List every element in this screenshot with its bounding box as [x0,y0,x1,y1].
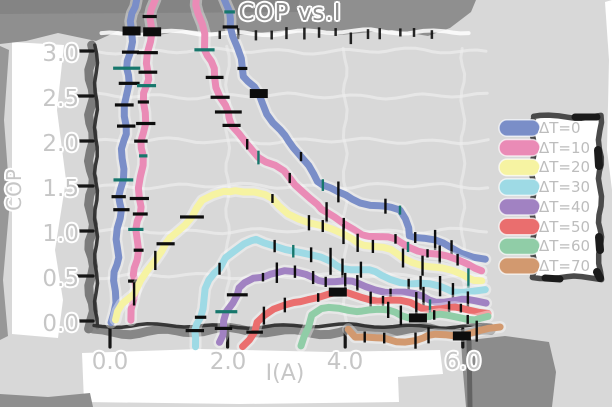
legend-label-dt0: ΔT=0 [539,119,581,137]
x-tick-label: 2.0 [209,349,247,375]
y-tick-label: 1.0 [42,221,79,247]
legend-label-dt20: ΔT=20 [539,158,591,177]
x-axis-label: I(A) [265,361,305,386]
x-tick-label: 6.0 [444,349,482,375]
y-tick-label: 1.5 [42,176,79,202]
legend-label-dt30: ΔT=30 [539,178,591,197]
legend-label-dt60: ΔT=60 [539,237,591,256]
x-tick-label: 0.0 [91,349,129,375]
legend-label-dt40: ΔT=40 [539,197,591,216]
y-tick-label: 2.0 [42,131,79,157]
x-tick-label: 4.0 [326,349,364,375]
chart-title: COP vs.I [238,0,342,26]
y-tick-label: 0.5 [42,266,79,292]
y-axis-label: COP [2,169,26,211]
y-tick-label: 2.5 [42,86,79,112]
legend-label-dt70: ΔT=70 [539,256,591,275]
y-tick-label: 3.0 [42,41,79,67]
legend-label-dt50: ΔT=50 [539,217,591,236]
legend-label-dt10: ΔT=10 [539,138,591,157]
y-tick-label: 0.0 [42,311,79,337]
